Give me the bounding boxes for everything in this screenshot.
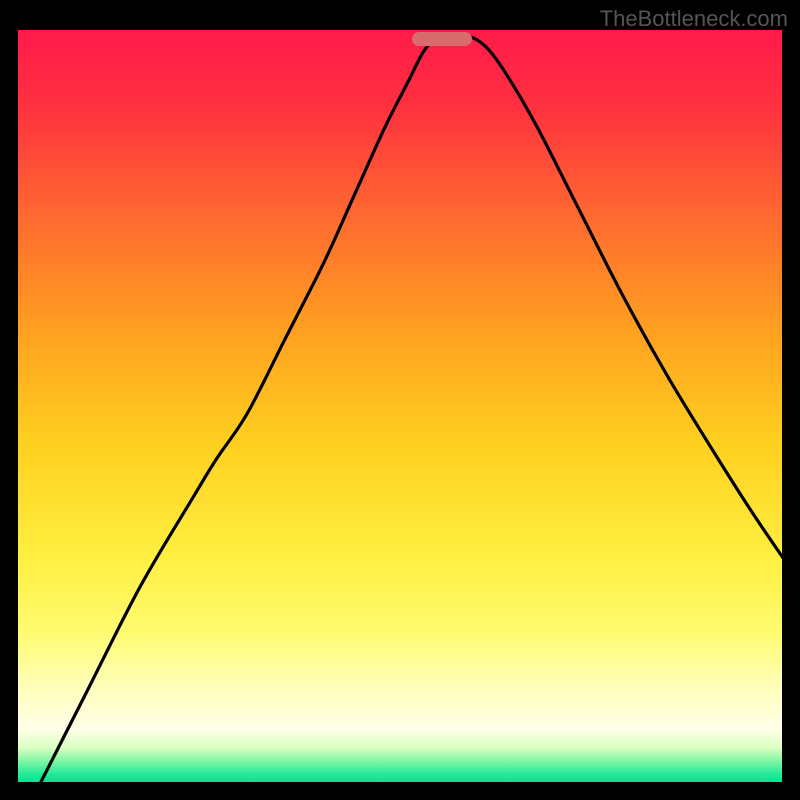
watermark-text: TheBottleneck.com [600,6,788,32]
optimal-marker [412,32,472,46]
plot-area [18,30,782,782]
bottleneck-curve [18,30,782,782]
